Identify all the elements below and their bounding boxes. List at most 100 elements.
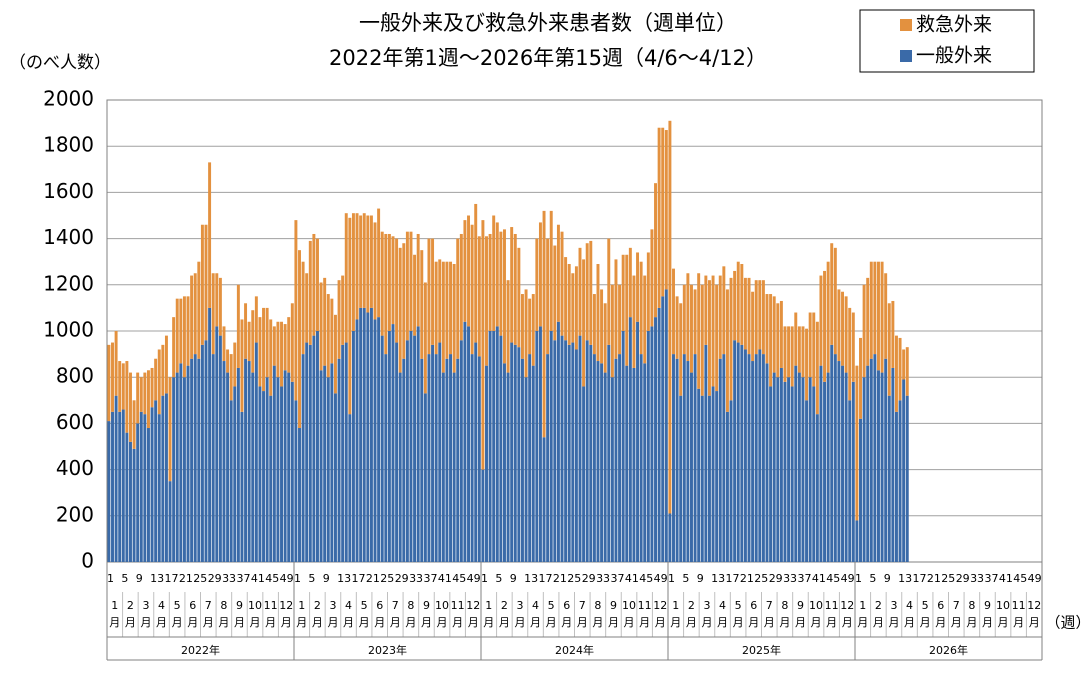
bar-segment [787,326,791,378]
bar-segment [481,220,485,470]
bar-segment [574,266,578,350]
bar-segment [182,296,186,378]
bar-segment [794,312,798,366]
bar-segment [758,349,762,562]
bar-segment [456,358,460,562]
bar-segment [431,238,435,345]
month-label-part: 月 [468,616,479,629]
bar-segment [294,400,298,562]
month-label-part: 月 [624,616,635,629]
bar-segment [380,335,384,562]
bar-segment [884,273,888,359]
bar-segment [186,365,190,562]
x-tick-label: 25 [754,572,768,585]
bar-segment [877,370,880,562]
bar-segment [628,317,632,562]
year-label: 2026年 [929,643,968,657]
bar-segment [276,321,280,378]
bar-segment [797,372,801,562]
bar-segment [427,354,431,562]
bar-segment [805,400,809,562]
bar-segment [866,365,870,562]
bar-segment [510,227,514,343]
bar-segment [420,250,424,359]
bar-segment [355,213,359,320]
x-tick-label: 41 [438,572,452,585]
bar-segment [869,261,873,359]
bar-segment [851,381,855,562]
bar-segment [546,238,550,355]
bar-segment [614,259,618,359]
bar-segment [308,240,312,345]
month-label-part: 月 [281,616,292,629]
bar-segment [323,277,327,366]
bar-segment [146,428,150,562]
bar-segment [657,127,661,308]
month-label: 10 月 [622,599,636,629]
bar-segment [553,340,557,562]
bar-segment [139,377,143,412]
month-label-part: 月 [888,616,899,629]
month-label-part: 月 [577,616,588,629]
y-axis-label: （のべ人数） [9,53,111,73]
bar-segment [211,354,215,562]
bar-segment [305,342,309,562]
bar-segment [675,358,679,562]
bar-segment [891,300,895,368]
month-label-part: 6 [937,599,944,612]
month-label-part: 月 [312,616,323,629]
month-label-part: 6 [563,599,570,612]
bar-segment [265,307,269,378]
bar-segment [416,326,420,562]
bar-segment [384,233,388,355]
bar-segment [503,363,506,562]
chart-title: 一般外来及び救急外来患者数（週単位） [359,11,737,35]
month-label-part: 1 [485,599,492,612]
bar-segment [107,344,111,422]
x-tick-label: 49 [841,572,855,585]
x-tick-label: 49 [280,572,294,585]
bar-segment [733,270,737,341]
month-label-part: 5 [361,599,368,612]
bar-segment [391,236,395,325]
month-label-part: 8 [968,599,975,612]
bar-segment [233,386,237,562]
month-label: 10 月 [996,599,1010,629]
bar-segment [316,238,319,331]
bar-segment [743,349,747,562]
bar-segment [283,370,287,562]
month-label: 12 月 [840,599,854,629]
bar-segment [528,354,532,562]
bar-segment [312,233,316,336]
bar-segment [301,261,305,355]
month-label-part: 11 [638,599,652,612]
month-label-part: 1 [859,599,866,612]
month-label-part: 3 [516,599,523,612]
bar-segment [898,337,902,401]
bar-segment [704,344,708,562]
bar-segment [520,294,524,359]
bar-segment [262,307,266,392]
bar-segment [643,363,647,562]
bar-segment [204,224,208,341]
bar-segment [621,254,625,331]
bar-segment [801,326,805,378]
bar-segment [848,307,852,401]
bar-segment [208,307,212,562]
y-tick-label: 1600 [43,179,94,203]
bar-segment [718,275,722,359]
bar-segment [664,289,668,562]
bar-segment [118,411,122,562]
month-label-part: 月 [452,616,463,629]
bar-segment [258,317,262,387]
bar-segment [445,358,449,562]
bar-segment [636,321,640,562]
bar-segment [661,127,665,297]
bar-segment [485,236,488,366]
